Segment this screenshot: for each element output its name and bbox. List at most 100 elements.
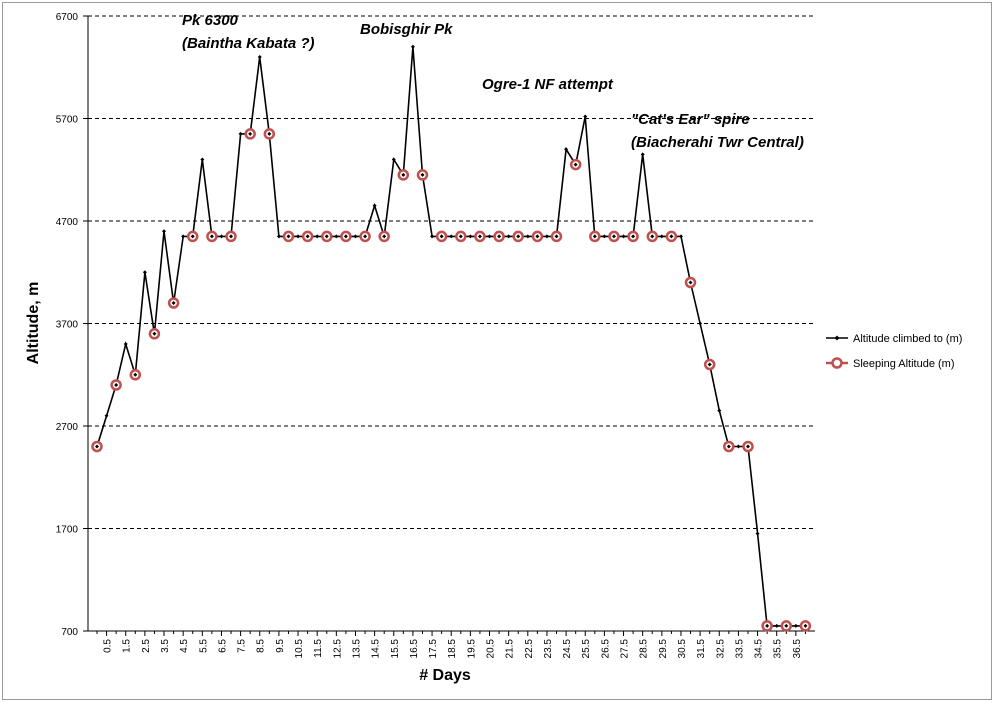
climbed-point-36 [439, 234, 444, 239]
climbed-point-73 [793, 623, 798, 628]
x-tick-label-14.5: 14.5 [371, 639, 382, 659]
x-tick-label-34.5: 34.5 [754, 639, 765, 659]
climbed-point-9 [181, 234, 186, 239]
climbed-point-46 [535, 234, 540, 239]
climbed-point-18 [267, 131, 272, 136]
climbed-point-45 [525, 234, 530, 239]
climbed-point-32 [401, 172, 406, 177]
climbed-point-15 [238, 131, 243, 136]
climbed-point-26 [343, 234, 348, 239]
climbed-point-7 [162, 229, 167, 234]
climbed-point-23 [315, 234, 320, 239]
climbed-point-53 [602, 234, 607, 239]
x-tick-label-17.5: 17.5 [428, 639, 439, 659]
annotation-pk6300: Pk 6300 [182, 12, 239, 29]
annotation-bobisghir-pk: Bobisghir Pk [360, 21, 453, 38]
climbed-point-12 [209, 234, 214, 239]
climbed-point-24 [324, 234, 329, 239]
climbed-point-56 [631, 234, 636, 239]
climbed-point-59 [659, 234, 664, 239]
y-axis-title: Altitude, m [25, 282, 42, 365]
legend: Altitude climbed to (m) Sleeping Altitud… [826, 333, 962, 370]
annotation-ogre-attempt: Ogre-1 NF attempt [482, 76, 614, 93]
climbed-point-17 [257, 55, 262, 59]
x-tick-label-4.5: 4.5 [179, 639, 190, 653]
climbed-point-33 [410, 44, 415, 49]
climbed-point-6 [152, 331, 157, 336]
x-tick-label-8.5: 8.5 [256, 639, 267, 653]
climbed-point-63 [698, 321, 703, 326]
climbed-point-71 [774, 623, 779, 628]
climbed-point-21 [296, 234, 301, 239]
climbed-point-37 [449, 234, 454, 239]
x-tick-label-23.5: 23.5 [543, 639, 554, 659]
climbed-point-13 [219, 234, 224, 239]
x-tick-label-35.5: 35.5 [773, 639, 784, 659]
x-tick-label-29.5: 29.5 [658, 639, 669, 659]
x-tick-label-32.5: 32.5 [715, 639, 726, 659]
y-tick-label-2700: 2700 [56, 422, 79, 433]
x-tick-label-19.5: 19.5 [466, 639, 477, 659]
y-tick-label-6700: 6700 [56, 12, 79, 23]
climbed-point-60 [669, 234, 674, 239]
legend-label-sleeping-altitude: Sleeping Altitude (m) [853, 358, 955, 370]
climbed-point-48 [554, 234, 559, 239]
climbed-point-8 [171, 301, 176, 305]
climbed-point-49 [564, 147, 569, 152]
climbed-point-44 [516, 234, 521, 239]
annotation-baintha-kabata: (Baintha Kabata ?) [182, 35, 315, 52]
legend-marker-sleeping-altitude [831, 357, 843, 369]
climbed-point-20 [286, 234, 291, 239]
x-tick-label-3.5: 3.5 [160, 639, 171, 653]
x-tick-label-2.5: 2.5 [141, 639, 152, 653]
climbed-point-58 [650, 234, 655, 239]
climbed-point-25 [334, 234, 339, 239]
y-tick-label-3700: 3700 [56, 320, 79, 331]
climbed-point-4 [133, 372, 138, 377]
legend-marker-altitude-climbed [834, 335, 840, 341]
climbed-point-35 [430, 234, 435, 239]
climbed-point-10 [190, 234, 195, 239]
x-tick-label-15.5: 15.5 [390, 639, 401, 659]
climbed-point-62 [688, 280, 693, 285]
x-tick-label-26.5: 26.5 [600, 639, 611, 659]
x-tick-label-12.5: 12.5 [332, 639, 343, 659]
climbed-point-65 [717, 408, 722, 413]
x-tick-label-31.5: 31.5 [696, 639, 707, 659]
climbed-point-29 [372, 203, 377, 208]
x-tick-label-36.5: 36.5 [792, 639, 803, 659]
x-tick-label-10.5: 10.5 [294, 639, 305, 659]
climbed-point-69 [755, 531, 760, 536]
climbed-point-28 [363, 234, 368, 239]
climbed-point-50 [573, 162, 578, 167]
x-tick-label-9.5: 9.5 [275, 639, 286, 653]
climbed-point-1 [104, 413, 109, 418]
annotation-biacherahi-twr: (Biacherahi Twr Central) [631, 134, 804, 151]
climbed-point-30 [382, 234, 387, 239]
x-tick-label-1.5: 1.5 [122, 639, 133, 653]
x-tick-label-5.5: 5.5 [198, 639, 209, 653]
climbed-point-68 [745, 444, 750, 449]
x-tick-label-6.5: 6.5 [217, 639, 228, 653]
x-tick-label-18.5: 18.5 [447, 639, 458, 659]
climbed-point-41 [487, 234, 492, 239]
climbed-point-3 [123, 342, 128, 346]
climbed-point-54 [611, 234, 616, 239]
x-tick-label-22.5: 22.5 [524, 639, 535, 659]
x-tick-label-27.5: 27.5 [620, 639, 631, 659]
x-tick-label-16.5: 16.5 [409, 639, 420, 659]
climbed-point-11 [200, 157, 205, 162]
climbed-point-16 [248, 131, 253, 136]
climbed-point-55 [621, 234, 626, 239]
climbed-point-38 [458, 234, 463, 239]
climbed-point-42 [497, 234, 502, 239]
x-tick-label-24.5: 24.5 [562, 639, 573, 659]
climbed-point-47 [544, 234, 549, 239]
climbed-point-5 [142, 270, 147, 275]
x-tick-label-11.5: 11.5 [313, 639, 324, 658]
x-tick-label-25.5: 25.5 [581, 639, 592, 659]
climbed-point-61 [678, 234, 683, 239]
climbed-point-66 [726, 444, 731, 449]
climbed-point-67 [736, 444, 741, 449]
annotation-cats-ear-spire: "Cat's Ear" spire [631, 111, 750, 128]
